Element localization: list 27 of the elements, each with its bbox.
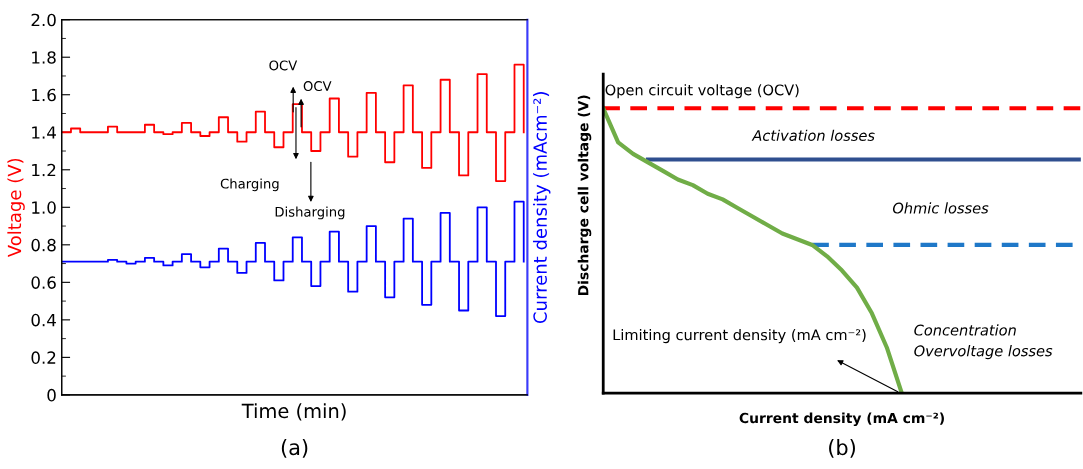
y-tick-label: 0.6: [31, 276, 56, 289]
annotation: Charging: [220, 178, 279, 192]
y2-axis-title: Current density (mAcm⁻²): [532, 92, 551, 324]
text: Open circuit voltage (OCV): [605, 84, 799, 99]
y-tick-label: 1.4: [32, 126, 56, 139]
y-tick-label: 1.2: [32, 163, 56, 177]
text: (b): [829, 439, 855, 458]
y-axis-title: Voltage (V): [7, 158, 25, 258]
y-tick-label: 0: [47, 388, 56, 402]
y-tick-label: 2.0: [31, 13, 56, 27]
annotation: Concentration Overvoltage losses: [914, 324, 1053, 360]
x-axis-title: Current density (mA cm⁻²): [739, 412, 944, 427]
y-tick-label: 1.6: [32, 88, 56, 102]
y-tick-label: 1.0: [32, 201, 56, 214]
y-tick-label: 0.4: [31, 313, 56, 327]
annotation: Disharging: [275, 206, 345, 220]
y-tick-label: 1.8: [32, 51, 56, 64]
annotation: OCV: [269, 60, 298, 71]
annotation: Ohmic losses: [892, 202, 989, 214]
y-axis-title: Discharge cell voltage (V): [577, 95, 592, 296]
y-tick-label: 0.8: [31, 238, 56, 252]
y-tick-label: 0.2: [31, 351, 56, 364]
annotation: Activation losses: [751, 129, 875, 141]
annotation: Limiting current density (mA cm⁻²): [613, 329, 866, 344]
text: (a): [281, 439, 308, 458]
x-axis-title: Time (min): [241, 403, 346, 421]
annotation: OCV: [303, 81, 332, 92]
